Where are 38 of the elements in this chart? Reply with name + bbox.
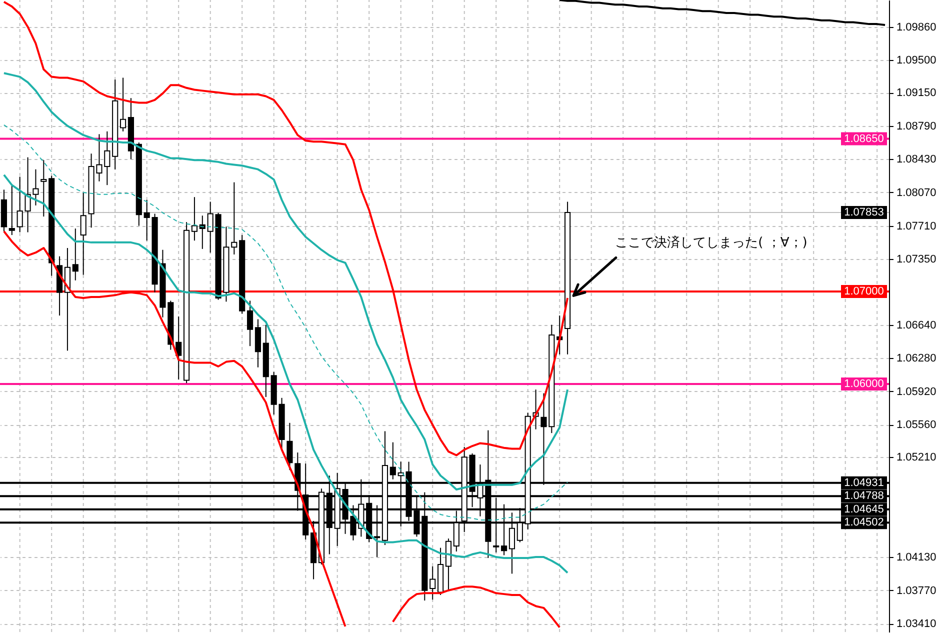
y-tick-label: 1.05560 — [896, 419, 936, 432]
ref-line-label: 1.08650 — [844, 132, 884, 145]
y-tick-label: 1.05210 — [896, 452, 936, 464]
ref-line-label: 1.04931 — [844, 476, 884, 489]
candlestick — [80, 192, 86, 276]
y-tick-label: 1.09500 — [896, 54, 936, 67]
ref-line-label: 1.04502 — [844, 516, 884, 529]
y-tick-label: 1.07350 — [896, 254, 936, 266]
ref-line-label: 1.07000 — [844, 285, 884, 298]
y-tick-label: 1.08790 — [896, 120, 936, 132]
ref-line-label: 1.06000 — [844, 378, 884, 390]
candlestick — [120, 77, 126, 132]
y-tick-label: 1.09150 — [896, 87, 936, 100]
candlestick — [8, 184, 15, 236]
candlestick — [430, 566, 436, 600]
candlestick — [246, 300, 254, 347]
line-series — [3, 124, 568, 521]
y-tick-label: 1.06640 — [896, 319, 936, 332]
candlestick — [40, 160, 47, 218]
line-series — [558, 0, 886, 26]
candlestick — [390, 442, 396, 480]
y-tick-label: 1.07710 — [896, 220, 936, 232]
ref-line-label: 1.04788 — [844, 490, 884, 502]
line-series — [2, 174, 569, 574]
y-tick-label: 1.03410 — [896, 618, 936, 630]
candlestick — [191, 196, 198, 242]
candlestick — [286, 422, 293, 471]
y-tick-label: 1.04130 — [896, 552, 936, 564]
ref-line-label: 1.07853 — [844, 206, 884, 219]
ref-line-label: 1.04645 — [844, 503, 884, 516]
y-tick-label: 1.09860 — [896, 21, 936, 34]
candlestick — [72, 228, 78, 281]
y-tick-label: 1.08430 — [896, 154, 936, 166]
y-tick-label: 1.05920 — [896, 386, 936, 398]
annotation: ここで決済してしまった( ；∀；) — [615, 234, 808, 251]
y-tick-label: 1.06280 — [896, 352, 936, 365]
y-tick-label: 1.08070 — [896, 186, 936, 199]
y-tick-label: 1.03770 — [896, 584, 936, 597]
